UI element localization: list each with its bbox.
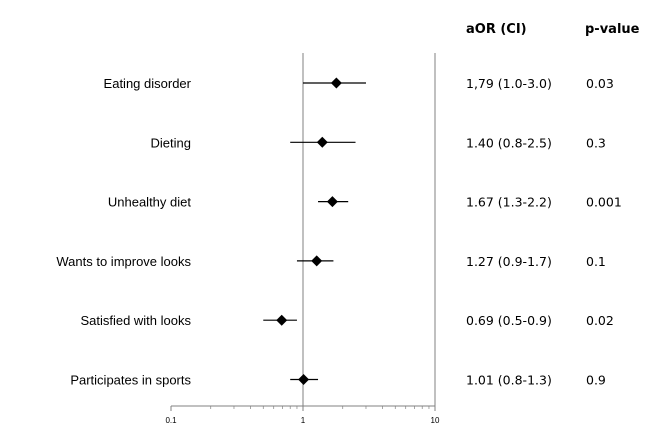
x-tick-label: 1	[301, 416, 306, 425]
estimate-text: 0.69 (0.5-0.9)	[466, 313, 552, 328]
p-value-text: 0.1	[586, 254, 606, 269]
estimate-text: 1.27 (0.9-1.7)	[466, 254, 552, 269]
estimate-text: 1,79 (1.0-3.0)	[466, 76, 552, 91]
forest-row: Dieting 1.40 (0.8-2.5) 0.3	[151, 135, 606, 150]
estimate-marker	[311, 255, 323, 267]
estimate-column-header: aOR (CI)	[466, 22, 527, 37]
estimate-text: 1.01 (0.8-1.3)	[466, 373, 552, 388]
x-axis: 0.1 1 10	[165, 405, 440, 425]
pvalue-column-header: p-value	[585, 22, 640, 37]
plot-frame	[302, 53, 436, 406]
row-label: Eating disorder	[104, 76, 192, 91]
row-label: Unhealthy diet	[108, 195, 191, 210]
estimate-marker	[316, 136, 328, 148]
p-value-text: 0.001	[586, 195, 622, 210]
p-value-text: 0.3	[586, 135, 606, 150]
x-tick-label: 0.1	[165, 416, 177, 425]
estimate-marker	[276, 314, 288, 326]
estimate-text: 1.67 (1.3-2.2)	[466, 195, 552, 210]
x-tick-label: 10	[431, 416, 440, 425]
forest-row: Satisfied with looks 0.69 (0.5-0.9) 0.02	[80, 313, 613, 328]
estimate-marker	[326, 196, 338, 208]
row-label: Dieting	[151, 135, 191, 150]
p-value-text: 0.03	[586, 76, 614, 91]
forest-row: Participates in sports 1.01 (0.8-1.3) 0.9	[70, 373, 606, 388]
forest-row: Wants to improve looks 1.27 (0.9-1.7) 0.1	[56, 254, 606, 269]
plot-rows: Eating disorder 1,79 (1.0-3.0) 0.03 Dieting…	[56, 76, 621, 388]
estimate-marker	[298, 374, 310, 385]
p-value-text: 0.9	[586, 373, 606, 388]
estimate-marker	[330, 77, 342, 89]
row-label: Satisfied with looks	[80, 313, 191, 328]
forest-row: Unhealthy diet 1.67 (1.3-2.2) 0.001	[108, 195, 622, 210]
row-label: Wants to improve looks	[56, 254, 191, 269]
p-value-text: 0.02	[586, 313, 614, 328]
row-label: Participates in sports	[70, 373, 191, 388]
estimate-text: 1.40 (0.8-2.5)	[466, 135, 552, 150]
forest-row: Eating disorder 1,79 (1.0-3.0) 0.03	[104, 76, 614, 91]
